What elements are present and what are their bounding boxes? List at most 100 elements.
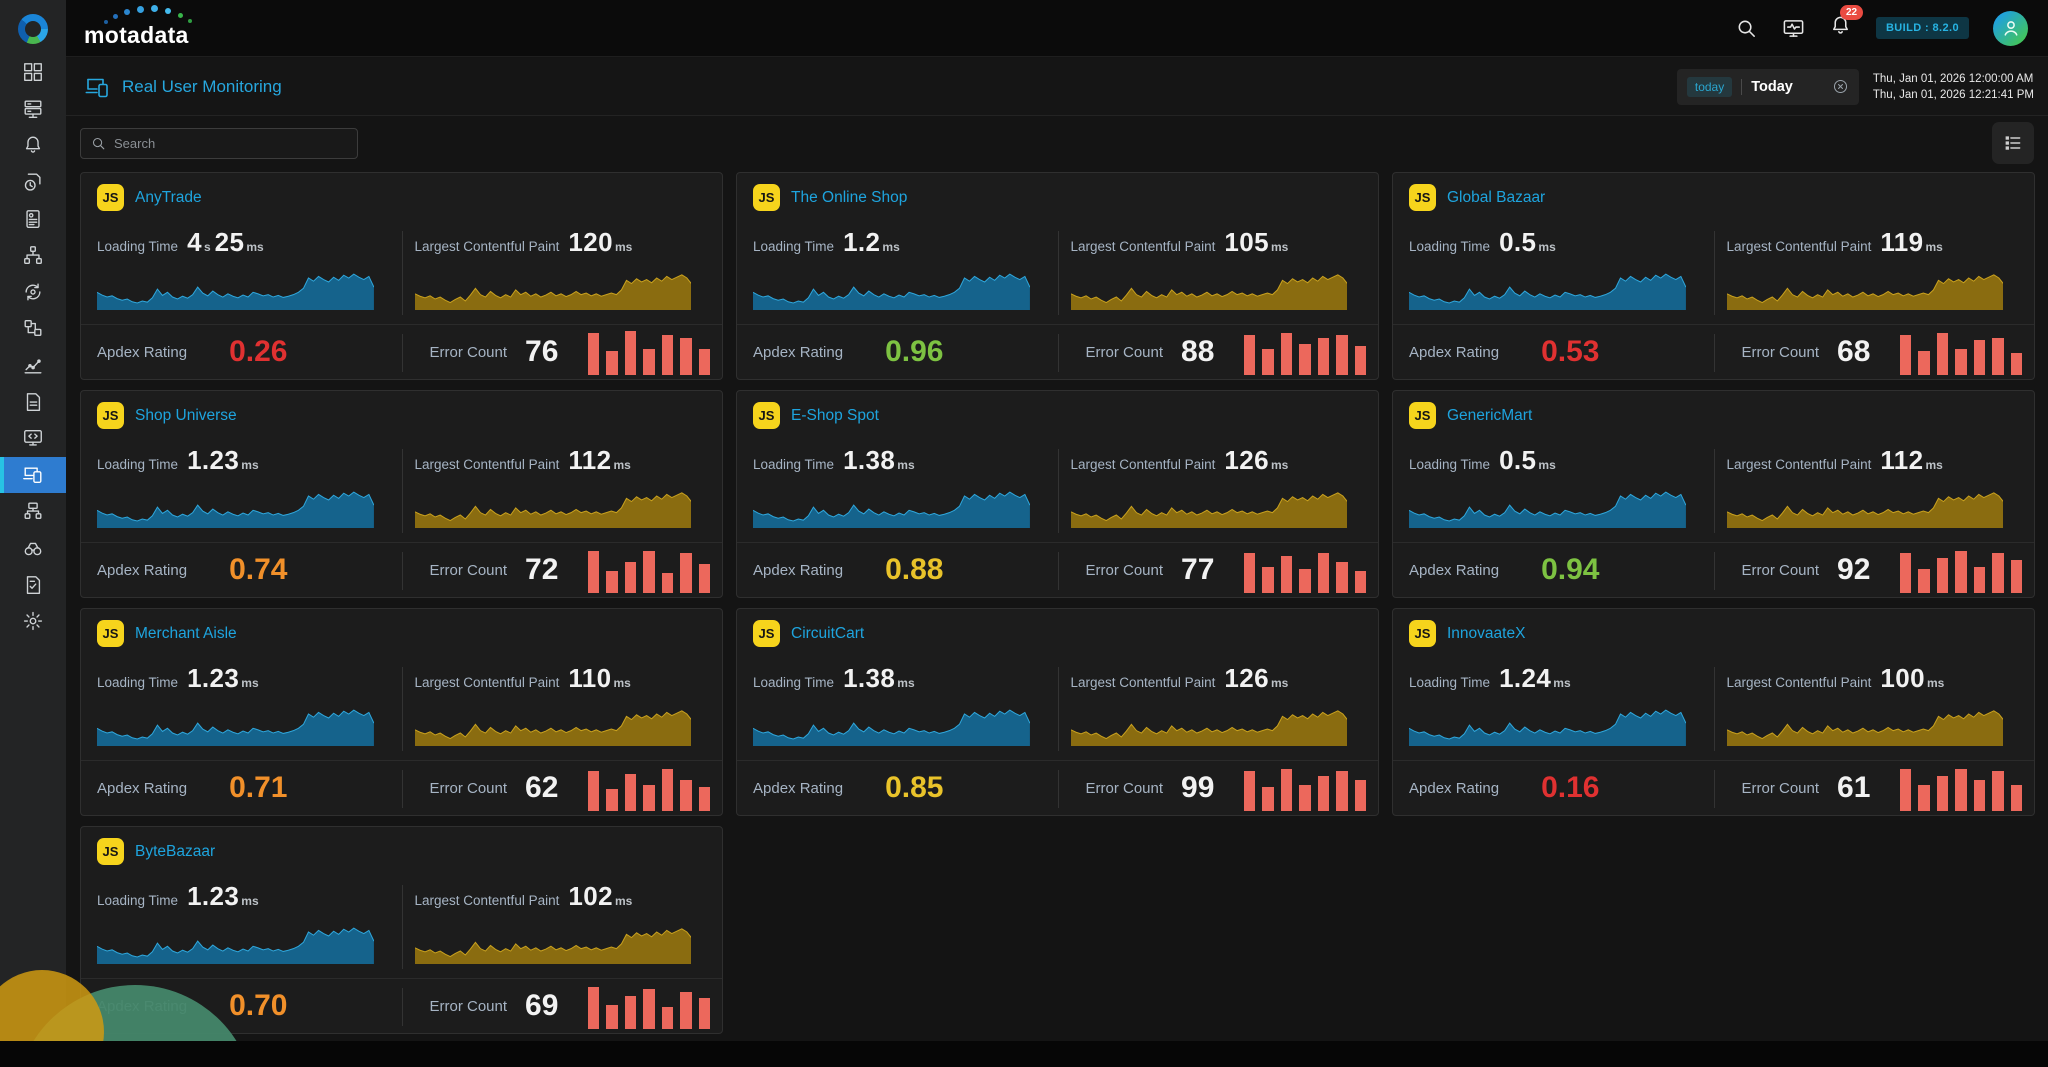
sidebar bbox=[0, 0, 66, 1042]
error-bar bbox=[1899, 335, 1911, 375]
sidebar-item-logs[interactable] bbox=[0, 383, 66, 420]
sidebar-item-real-user-monitoring[interactable] bbox=[0, 456, 66, 494]
lcp-number: 102 bbox=[568, 881, 613, 911]
sidebar-item-reports[interactable] bbox=[0, 200, 66, 237]
loading-sparkline bbox=[753, 266, 1030, 310]
app-card[interactable]: JS The Online Shop Loading Time 1.2 ms La… bbox=[736, 172, 1379, 380]
card-bottom: Apdex Rating 0.74 Error Count 72 bbox=[81, 542, 722, 597]
app-name-link[interactable]: Shop Universe bbox=[135, 406, 237, 424]
app-card[interactable]: JS CircuitCart Loading Time 1.38 ms Large… bbox=[736, 608, 1379, 816]
range-chip[interactable]: today bbox=[1686, 76, 1733, 97]
search-input[interactable] bbox=[114, 136, 347, 151]
user-avatar[interactable] bbox=[1993, 10, 2028, 46]
lcp-label: Largest Contentful Paint bbox=[414, 239, 560, 254]
error-bar bbox=[1936, 558, 1948, 593]
sidebar-item-integrations[interactable] bbox=[0, 310, 66, 347]
error-bar bbox=[1899, 553, 1911, 593]
lcp-value: 120 ms bbox=[568, 227, 633, 257]
error-count-label: Error Count bbox=[429, 997, 508, 1015]
lcp-number: 110 bbox=[568, 663, 612, 693]
app-name-link[interactable]: The Online Shop bbox=[791, 188, 908, 206]
error-bar bbox=[624, 996, 636, 1029]
sidebar-item-discovery[interactable] bbox=[0, 530, 66, 567]
error-bar bbox=[624, 331, 636, 375]
error-bar bbox=[1354, 346, 1366, 375]
app-card[interactable]: JS Merchant Aisle Loading Time 1.23 ms La… bbox=[80, 608, 723, 816]
js-badge: JS bbox=[753, 402, 780, 429]
error-count-value: 76 bbox=[525, 335, 559, 368]
loading-time-value: 1.38 ms bbox=[843, 445, 915, 475]
sidebar-item-dashboard[interactable] bbox=[0, 54, 66, 91]
lcp-number: 126 bbox=[1224, 445, 1269, 475]
sidebar-item-automation[interactable] bbox=[0, 274, 66, 311]
error-bar bbox=[1262, 567, 1274, 593]
error-bars-chart bbox=[587, 769, 710, 811]
lcp-label: Largest Contentful Paint bbox=[414, 675, 560, 690]
error-bar bbox=[643, 551, 655, 593]
app-card[interactable]: JS Shop Universe Loading Time 1.23 ms Lar… bbox=[80, 390, 723, 598]
clear-range-icon[interactable] bbox=[1832, 78, 1849, 95]
date-range-picker[interactable]: today Today bbox=[1676, 68, 1859, 105]
app-name-link[interactable]: AnyTrade bbox=[135, 188, 202, 206]
search-icon[interactable] bbox=[1735, 17, 1758, 40]
sidebar-item-synthetic-monitoring[interactable] bbox=[0, 420, 66, 457]
error-bar bbox=[661, 1007, 673, 1029]
page-title: Real User Monitoring bbox=[122, 76, 282, 96]
notifications[interactable]: 22 bbox=[1829, 5, 1864, 42]
error-bar bbox=[698, 787, 710, 811]
app-card[interactable]: JS ByteBazaar Loading Time 1.23 ms Larges… bbox=[80, 826, 723, 1034]
list-view-button[interactable] bbox=[1992, 122, 2034, 164]
loading-time-label: Loading Time bbox=[753, 675, 835, 690]
sidebar-item-network[interactable] bbox=[0, 493, 66, 530]
lcp-value: 119 ms bbox=[1880, 227, 1943, 257]
lcp-number: 105 bbox=[1224, 227, 1269, 257]
sidebar-item-infrastructure[interactable] bbox=[0, 91, 66, 128]
app-card[interactable]: JS GenericMart Loading Time 0.5 ms Larges… bbox=[1392, 390, 2035, 598]
error-bar bbox=[1973, 567, 1985, 593]
app-name-link[interactable]: Global Bazaar bbox=[1447, 188, 1546, 206]
sidebar-item-alerts[interactable] bbox=[0, 127, 66, 164]
notification-count-badge: 22 bbox=[1839, 5, 1864, 20]
error-count-value: 62 bbox=[525, 771, 559, 804]
sidebar-logo[interactable] bbox=[0, 0, 66, 58]
app-card[interactable]: JS AnyTrade Loading Time 4 s 25 ms Largest … bbox=[80, 172, 723, 380]
metrics-icon bbox=[24, 359, 42, 374]
error-count-value: 72 bbox=[525, 553, 559, 586]
error-count-label: Error Count bbox=[1085, 561, 1164, 579]
app-card[interactable]: JS E-Shop Spot Loading Time 1.38 ms Large… bbox=[736, 390, 1379, 598]
loading-time-value: 0.5 ms bbox=[1499, 227, 1556, 257]
app-name-link[interactable]: Merchant Aisle bbox=[135, 624, 237, 642]
card-metrics: Loading Time 1.24 ms Largest Contentful P… bbox=[1409, 663, 2018, 757]
app-name-link[interactable]: CircuitCart bbox=[791, 624, 865, 642]
app-name-link[interactable]: ByteBazaar bbox=[135, 842, 216, 860]
error-bar bbox=[680, 338, 692, 375]
apdex-label: Apdex Rating bbox=[97, 997, 188, 1015]
sidebar-item-audit[interactable] bbox=[0, 566, 66, 603]
error-bar bbox=[661, 335, 673, 375]
app-card[interactable]: JS Global Bazaar Loading Time 0.5 ms Larg… bbox=[1392, 172, 2035, 380]
lcp-label: Largest Contentful Paint bbox=[414, 893, 560, 908]
sidebar-item-settings[interactable] bbox=[0, 603, 66, 640]
error-bar bbox=[1992, 338, 2004, 375]
sidebar-item-scheduler[interactable] bbox=[0, 164, 66, 201]
error-bar bbox=[606, 351, 618, 375]
error-bar bbox=[1317, 553, 1329, 593]
error-bar bbox=[680, 553, 692, 593]
loading-time-label: Loading Time bbox=[97, 457, 179, 472]
error-bar bbox=[587, 987, 599, 1029]
app-card[interactable]: JS InnovaateX Loading Time 1.24 ms Larges… bbox=[1392, 608, 2035, 816]
monitor-pulse-icon[interactable] bbox=[1782, 17, 1805, 40]
error-count-label: Error Count bbox=[429, 343, 508, 361]
scheduler-icon bbox=[24, 173, 41, 191]
app-name-link[interactable]: InnovaateX bbox=[1447, 624, 1526, 642]
card-metrics: Loading Time 1.23 ms Largest Contentful P… bbox=[97, 663, 706, 757]
app-name-link[interactable]: GenericMart bbox=[1447, 406, 1533, 424]
sidebar-item-topology[interactable] bbox=[0, 237, 66, 274]
error-count-value: 92 bbox=[1837, 553, 1871, 586]
app-name-link[interactable]: E-Shop Spot bbox=[791, 406, 879, 424]
loading-time-label: Loading Time bbox=[753, 239, 835, 254]
error-count-value: 77 bbox=[1181, 553, 1215, 586]
error-bar bbox=[1899, 769, 1911, 811]
card-metrics: Loading Time 0.5 ms Largest Contentful Pa… bbox=[1409, 445, 2018, 539]
sidebar-item-metrics[interactable] bbox=[0, 347, 66, 384]
